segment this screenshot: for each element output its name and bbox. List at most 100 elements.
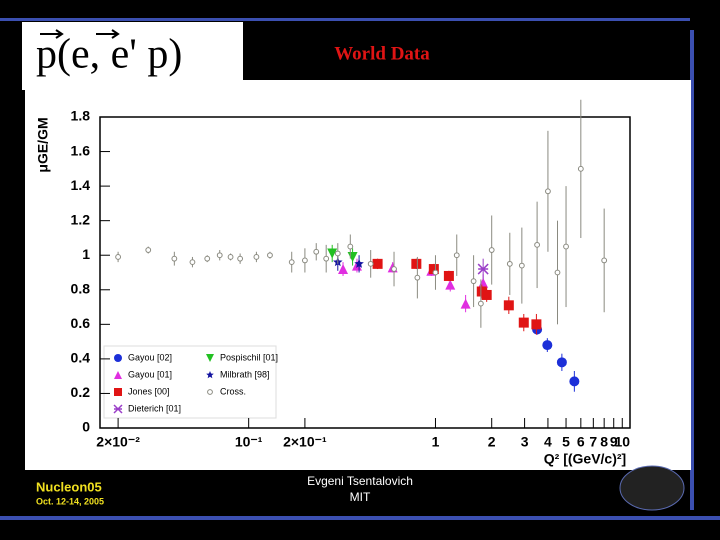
y-tick-label: 0 xyxy=(82,419,90,435)
data-point xyxy=(414,274,421,281)
data-point xyxy=(391,266,397,272)
data-point xyxy=(531,319,542,330)
data-point xyxy=(503,300,514,311)
legend-marker xyxy=(206,371,214,379)
formula: p(e, e' p) xyxy=(36,32,182,78)
conference: Nucleon05 xyxy=(36,479,102,494)
data-point xyxy=(338,264,349,275)
legend-label: Dieterich [01] xyxy=(128,403,181,413)
data-point xyxy=(367,260,374,267)
data-point xyxy=(443,270,454,281)
data-point xyxy=(563,243,569,250)
dates: Oct. 12-14, 2005 xyxy=(36,496,104,506)
data-point xyxy=(237,255,244,262)
data-point xyxy=(453,252,460,259)
data-point xyxy=(267,252,273,259)
logo xyxy=(619,465,685,511)
x-tick-label: 3 xyxy=(521,434,529,450)
y-axis-label: μGE/GM xyxy=(35,117,51,172)
right-rule xyxy=(690,30,694,510)
legend-label: Cross. xyxy=(220,386,246,396)
data-point xyxy=(372,258,383,269)
x-axis-label: Q² [(GeV/c)²] xyxy=(544,451,626,467)
data-point xyxy=(347,243,354,250)
data-point xyxy=(253,254,260,260)
y-tick-label: 1 xyxy=(82,246,90,262)
data-point xyxy=(534,241,541,248)
plot-frame xyxy=(99,116,631,429)
x-tick-label: 9 xyxy=(610,434,618,450)
x-tick-label: 4 xyxy=(544,434,552,450)
x-tick-label: 8 xyxy=(600,434,608,450)
data-point xyxy=(577,165,584,172)
data-point xyxy=(542,340,553,351)
data-point xyxy=(545,188,551,195)
data-point xyxy=(302,257,308,264)
legend-marker xyxy=(113,404,123,414)
legend-label: Gayou [02] xyxy=(128,352,172,362)
x-tick-label: 7 xyxy=(589,434,597,450)
data-point xyxy=(432,269,439,276)
chart-title: World Data xyxy=(334,43,430,64)
legend-marker xyxy=(207,389,213,395)
data-point xyxy=(313,248,320,255)
data-point xyxy=(288,259,295,266)
vector-arrows xyxy=(40,29,120,39)
data-point xyxy=(323,255,330,262)
data-point xyxy=(601,257,608,264)
data-point xyxy=(477,263,489,275)
legend-marker xyxy=(114,388,122,396)
y-tick-label: 0.8 xyxy=(71,280,91,296)
data-point xyxy=(569,376,580,387)
data-point xyxy=(477,300,484,307)
data-point xyxy=(428,264,439,275)
legend-marker xyxy=(114,371,122,379)
data-point xyxy=(334,250,341,257)
x-tick-label: 6 xyxy=(577,434,585,450)
data-point xyxy=(554,269,561,276)
legend-label: Gayou [01] xyxy=(128,369,172,379)
legend-marker xyxy=(114,354,122,362)
data-point xyxy=(327,248,338,259)
x-tick-label: 2 xyxy=(488,434,496,450)
data-point xyxy=(227,254,234,260)
y-tick-label: 0.4 xyxy=(71,350,91,366)
data-point xyxy=(518,262,525,269)
legend-label: Jones [00] xyxy=(128,386,170,396)
data-point xyxy=(354,258,364,268)
legend-marker xyxy=(206,354,214,362)
data-point xyxy=(506,260,513,267)
y-tick-label: 1.8 xyxy=(71,108,91,124)
x-tick-label: 10⁻¹ xyxy=(235,434,263,450)
y-tick-label: 0.6 xyxy=(71,315,91,331)
data-point xyxy=(189,259,196,266)
data-point xyxy=(171,255,178,262)
bottom-rule xyxy=(0,516,720,520)
data-point xyxy=(556,357,567,368)
x-tick-label: 10 xyxy=(614,434,630,450)
legend-label: Milbrath [98] xyxy=(220,369,270,379)
x-tick-label: 2×10⁻¹ xyxy=(283,434,327,450)
data-point xyxy=(204,255,211,262)
x-tick-label: 5 xyxy=(562,434,570,450)
top-rule xyxy=(0,18,690,21)
x-tick-label: 2×10⁻² xyxy=(96,434,140,450)
data-point xyxy=(115,254,122,260)
x-tick-label: 1 xyxy=(432,434,440,450)
data-point xyxy=(411,258,422,269)
data-point xyxy=(445,279,456,290)
legend-box xyxy=(103,345,277,419)
data-point xyxy=(488,247,495,253)
author: Evgeni Tsentalovich xyxy=(307,474,413,488)
legend-label: Pospischil [01] xyxy=(220,352,278,362)
data-point xyxy=(481,289,492,300)
data-point xyxy=(216,252,223,259)
data-point xyxy=(145,247,152,253)
y-tick-label: 1.6 xyxy=(71,142,91,158)
y-tick-label: 1.4 xyxy=(71,177,91,193)
data-point xyxy=(460,298,471,309)
data-point xyxy=(470,278,477,285)
affiliation: MIT xyxy=(350,490,371,504)
y-tick-label: 0.2 xyxy=(71,384,91,400)
